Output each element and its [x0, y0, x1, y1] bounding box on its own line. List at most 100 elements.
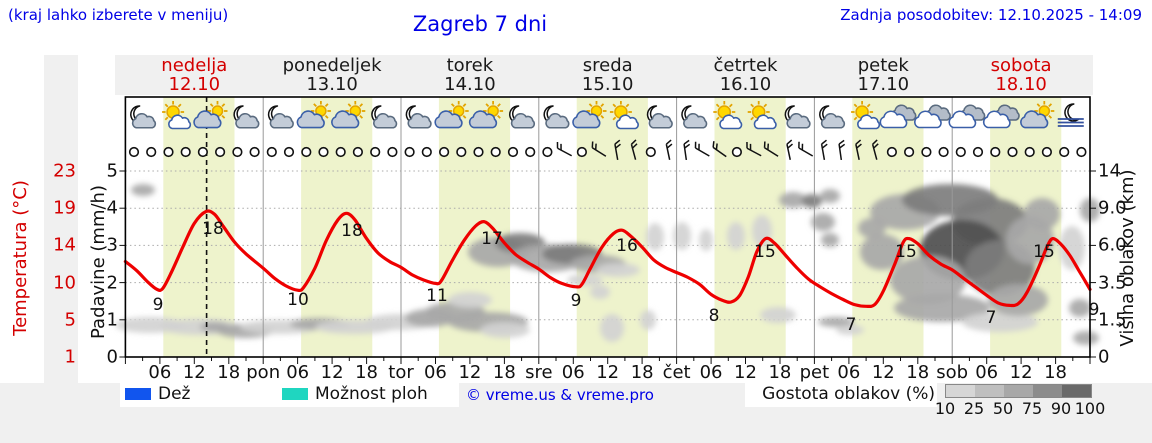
moon-cloud-icon — [784, 105, 811, 129]
hour-label: 18 — [217, 362, 241, 383]
moon-cloud-icon — [819, 105, 846, 129]
cloud-sun-icon — [1020, 101, 1055, 129]
page-title: Zagreb 7 dni — [412, 12, 548, 36]
moon-fog-icon — [1057, 103, 1084, 127]
density-scale-segment — [946, 385, 975, 397]
hour-label: 12 — [734, 362, 757, 383]
showers-legend-label: Možnost ploh — [315, 384, 428, 404]
calm-wind-icon — [490, 146, 501, 158]
cloud-height-tick-label: 3.5 — [1098, 272, 1127, 294]
showers-legend-swatch — [282, 388, 308, 400]
wind-barb-icon — [591, 141, 607, 157]
hour-label: 12 — [871, 362, 895, 383]
hour-label: 18 — [906, 362, 930, 383]
temp-tick-label: 14 — [53, 234, 76, 256]
hour-label: 06 — [423, 362, 447, 383]
hour-label: 06 — [148, 362, 172, 383]
density-scale-segment — [1033, 385, 1062, 397]
day-abbrev-label: sob — [936, 362, 969, 383]
calm-wind-icon — [456, 146, 467, 158]
precip-tick-label: 0 — [106, 346, 118, 368]
day-header: sreda 15.10 — [539, 56, 677, 94]
left-axis-gutter — [44, 55, 78, 383]
calm-wind-icon — [370, 146, 381, 158]
plot-frame — [124, 96, 1091, 358]
precip-tick-label: 1 — [106, 309, 118, 331]
calm-wind-icon — [1059, 146, 1070, 158]
day-date: 14.10 — [444, 74, 496, 95]
calm-wind-icon — [1041, 146, 1052, 158]
temperature-value-label: 7 — [845, 315, 857, 335]
calm-wind-icon — [645, 146, 656, 158]
day-name: petek — [857, 55, 909, 76]
day-date: 16.10 — [719, 74, 772, 95]
calm-wind-icon — [921, 146, 932, 158]
calm-wind-icon — [387, 146, 398, 158]
density-scale-segment — [975, 385, 1004, 397]
day-date: 15.10 — [581, 74, 634, 95]
moon-cloud-icon — [267, 105, 294, 129]
wind-barb-icon — [683, 139, 691, 161]
calm-wind-icon — [352, 146, 364, 158]
cloud-sun-icon — [193, 101, 228, 129]
temperature-value-label: 10 — [287, 290, 309, 310]
hour-label: 06 — [837, 362, 861, 383]
clouds-icon — [914, 104, 951, 129]
temperature-value-label: 15 — [895, 242, 917, 262]
wind-barb-icon — [798, 141, 814, 157]
day-date: 17.10 — [857, 74, 910, 95]
wind-barb-icon — [665, 139, 673, 160]
density-tick-label: 25 — [963, 399, 985, 418]
temp-tick-label: 19 — [53, 197, 76, 219]
precip-tick-label: 4 — [106, 197, 118, 219]
temperature-curve — [123, 209, 1092, 309]
sun-cloud-icon — [713, 101, 743, 130]
day-header: petek 17.10 — [814, 56, 952, 94]
hour-label: 18 — [768, 362, 792, 383]
moon-cloud-icon — [130, 105, 157, 129]
hour-label: 12 — [320, 362, 344, 383]
temperature-value-label: 15 — [1033, 242, 1055, 262]
cloud-height-tick-label: 14 — [1098, 160, 1121, 182]
hour-label: 06 — [561, 362, 585, 383]
density-tick-label: 75 — [1021, 399, 1043, 418]
day-header: sobota 18.10 — [952, 56, 1090, 94]
calm-wind-icon — [266, 146, 277, 158]
density-tick-label: 10 — [934, 399, 956, 418]
cloud-cover-shading — [115, 184, 1100, 345]
calm-wind-icon — [249, 146, 260, 158]
moon-cloud-icon — [681, 105, 708, 129]
calm-wind-icon — [335, 146, 346, 158]
calm-wind-icon — [421, 146, 432, 158]
wind-barb-icon — [763, 141, 779, 157]
day-header: torek 14.10 — [401, 56, 539, 94]
cloud-height-tick-label: 6.0 — [1098, 234, 1127, 256]
legend-backing-density — [745, 383, 937, 407]
calm-wind-icon — [972, 146, 984, 158]
temperature-value-label: 17 — [481, 229, 503, 249]
day-abbrev-label: sre — [525, 362, 553, 383]
day-name: torek — [446, 55, 494, 76]
hour-label: 12 — [458, 362, 482, 383]
day-header: ponedeljek 13.10 — [263, 56, 401, 94]
copyright-link[interactable]: © vreme.us & vreme.pro — [466, 386, 654, 404]
cloud-sun-icon — [468, 101, 504, 129]
hour-label: 06 — [699, 362, 723, 383]
day-date: 12.10 — [168, 74, 221, 95]
precip-tick-label: 2 — [106, 272, 118, 294]
cloud-sun-icon — [296, 101, 331, 129]
day-name: ponedeljek — [282, 55, 382, 76]
calm-wind-icon — [525, 146, 536, 158]
calm-wind-icon — [128, 146, 140, 158]
weather-icons-row — [130, 101, 1084, 130]
calm-wind-icon — [938, 146, 949, 158]
calm-wind-icon — [507, 146, 519, 158]
hour-label: 06 — [286, 362, 310, 383]
temp-tick-label: 5 — [64, 309, 76, 331]
temp-tick-label: 10 — [53, 272, 76, 294]
day-date: 13.10 — [306, 74, 358, 95]
moon-cloud-icon — [646, 105, 673, 129]
day-abbrev-label: pon — [246, 362, 281, 383]
wind-barb-icon — [855, 139, 862, 160]
